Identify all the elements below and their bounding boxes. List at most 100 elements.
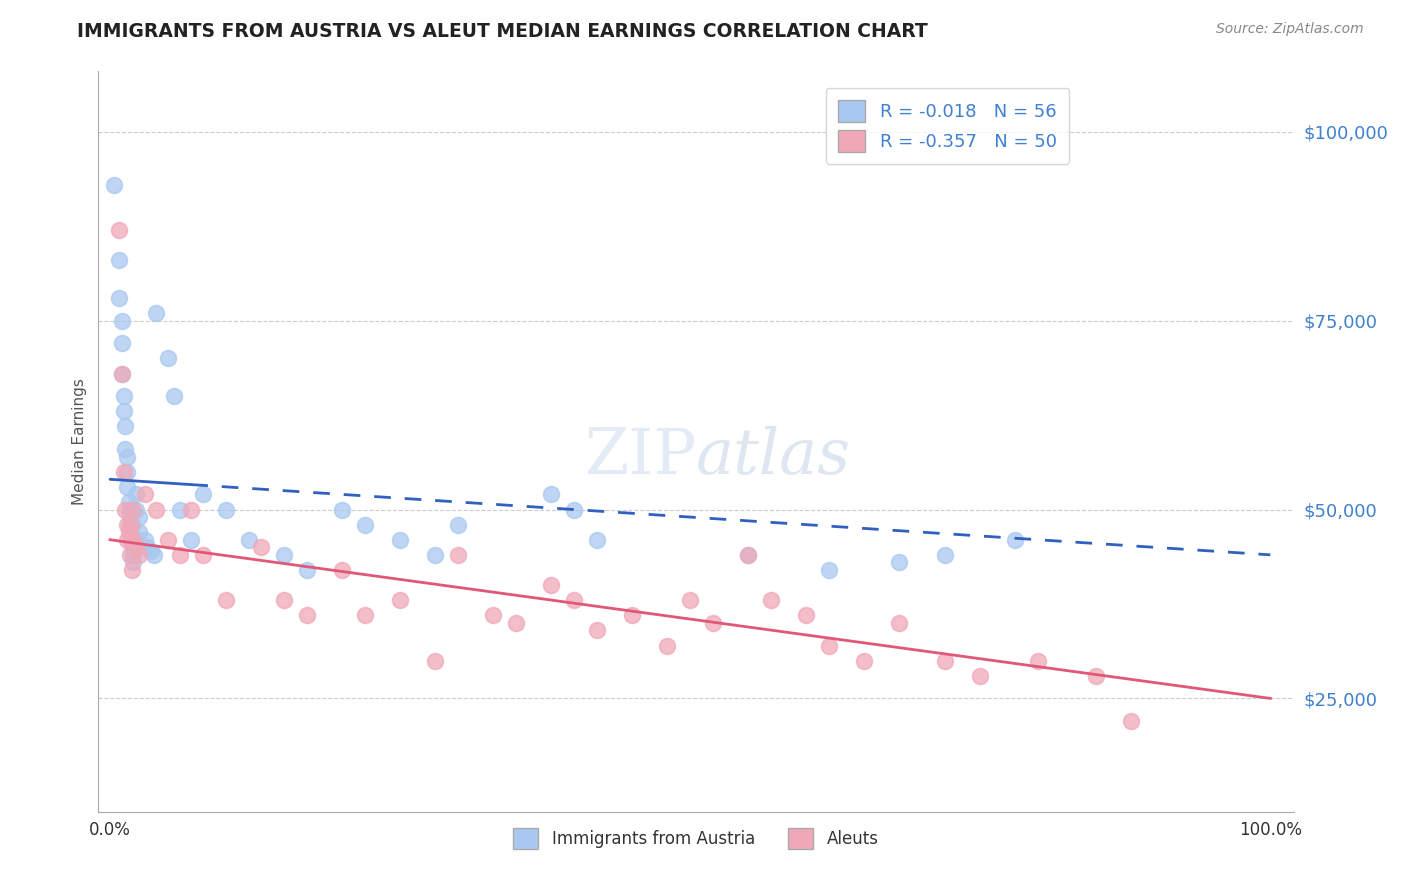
Point — [969, 669, 991, 683]
Point — [122, 548, 145, 562]
Point — [238, 533, 260, 547]
Point — [447, 548, 470, 562]
Point — [114, 419, 136, 434]
Point — [934, 654, 956, 668]
Point — [117, 465, 139, 479]
Point — [794, 608, 817, 623]
Point — [621, 608, 644, 623]
Point — [761, 593, 783, 607]
Point — [108, 291, 131, 305]
Point — [143, 548, 166, 562]
Point — [157, 351, 180, 366]
Point — [120, 525, 142, 540]
Point — [562, 502, 585, 516]
Point — [354, 608, 377, 623]
Point — [887, 615, 910, 630]
Point — [111, 313, 134, 327]
Point — [215, 593, 238, 607]
Point — [136, 541, 159, 555]
Text: atlas: atlas — [696, 425, 851, 487]
Point — [112, 465, 135, 479]
Point — [586, 533, 609, 547]
Point — [818, 639, 841, 653]
Point — [118, 517, 141, 532]
Point — [215, 502, 238, 516]
Y-axis label: Median Earnings: Median Earnings — [72, 378, 87, 505]
Point — [737, 548, 759, 562]
Point — [112, 404, 135, 418]
Point — [180, 533, 202, 547]
Point — [117, 495, 139, 509]
Point — [122, 541, 145, 555]
Point — [108, 223, 131, 237]
Point — [118, 548, 141, 562]
Point — [139, 544, 162, 558]
Point — [117, 517, 139, 532]
Point — [121, 502, 143, 516]
Point — [191, 487, 214, 501]
Point — [389, 533, 412, 547]
Point — [134, 533, 156, 547]
Point — [505, 615, 527, 630]
Point — [112, 389, 135, 403]
Point — [120, 533, 142, 547]
Point — [145, 502, 167, 516]
Point — [111, 367, 134, 381]
Point — [540, 487, 562, 501]
Point — [128, 548, 150, 562]
Point — [330, 502, 353, 516]
Point — [117, 525, 139, 540]
Point — [1026, 654, 1049, 668]
Point — [297, 608, 319, 623]
Point — [180, 502, 202, 516]
Point — [128, 510, 150, 524]
Point — [121, 563, 143, 577]
Point — [655, 639, 678, 653]
Point — [163, 389, 186, 403]
Point — [122, 533, 145, 547]
Point — [853, 654, 876, 668]
Point — [145, 306, 167, 320]
Point — [679, 593, 702, 607]
Point — [120, 529, 142, 543]
Point — [273, 548, 295, 562]
Point — [122, 502, 145, 516]
Point — [120, 517, 142, 532]
Point — [157, 533, 180, 547]
Point — [702, 615, 724, 630]
Point — [1119, 714, 1142, 728]
Point — [586, 624, 609, 638]
Point — [122, 556, 145, 570]
Point — [250, 541, 273, 555]
Point — [169, 548, 191, 562]
Point — [540, 578, 562, 592]
Text: ZIP: ZIP — [583, 425, 696, 487]
Text: IMMIGRANTS FROM AUSTRIA VS ALEUT MEDIAN EARNINGS CORRELATION CHART: IMMIGRANTS FROM AUSTRIA VS ALEUT MEDIAN … — [77, 22, 928, 41]
Point — [111, 336, 134, 351]
Point — [330, 563, 353, 577]
Point — [562, 593, 585, 607]
Point — [124, 502, 146, 516]
Point — [389, 593, 412, 607]
Point — [128, 525, 150, 540]
Point — [423, 548, 446, 562]
Point — [103, 178, 125, 192]
Point — [117, 480, 139, 494]
Point — [737, 548, 759, 562]
Point — [447, 517, 470, 532]
Point — [482, 608, 505, 623]
Point — [887, 556, 910, 570]
Point — [423, 654, 446, 668]
Point — [297, 563, 319, 577]
Point — [118, 510, 141, 524]
Point — [111, 367, 134, 381]
Text: Source: ZipAtlas.com: Source: ZipAtlas.com — [1216, 22, 1364, 37]
Point — [1004, 533, 1026, 547]
Point — [121, 517, 143, 532]
Point — [114, 502, 136, 516]
Point — [124, 541, 146, 555]
Point — [354, 517, 377, 532]
Legend: Immigrants from Austria, Aleuts: Immigrants from Austria, Aleuts — [506, 822, 886, 855]
Point — [117, 502, 139, 516]
Point — [1085, 669, 1108, 683]
